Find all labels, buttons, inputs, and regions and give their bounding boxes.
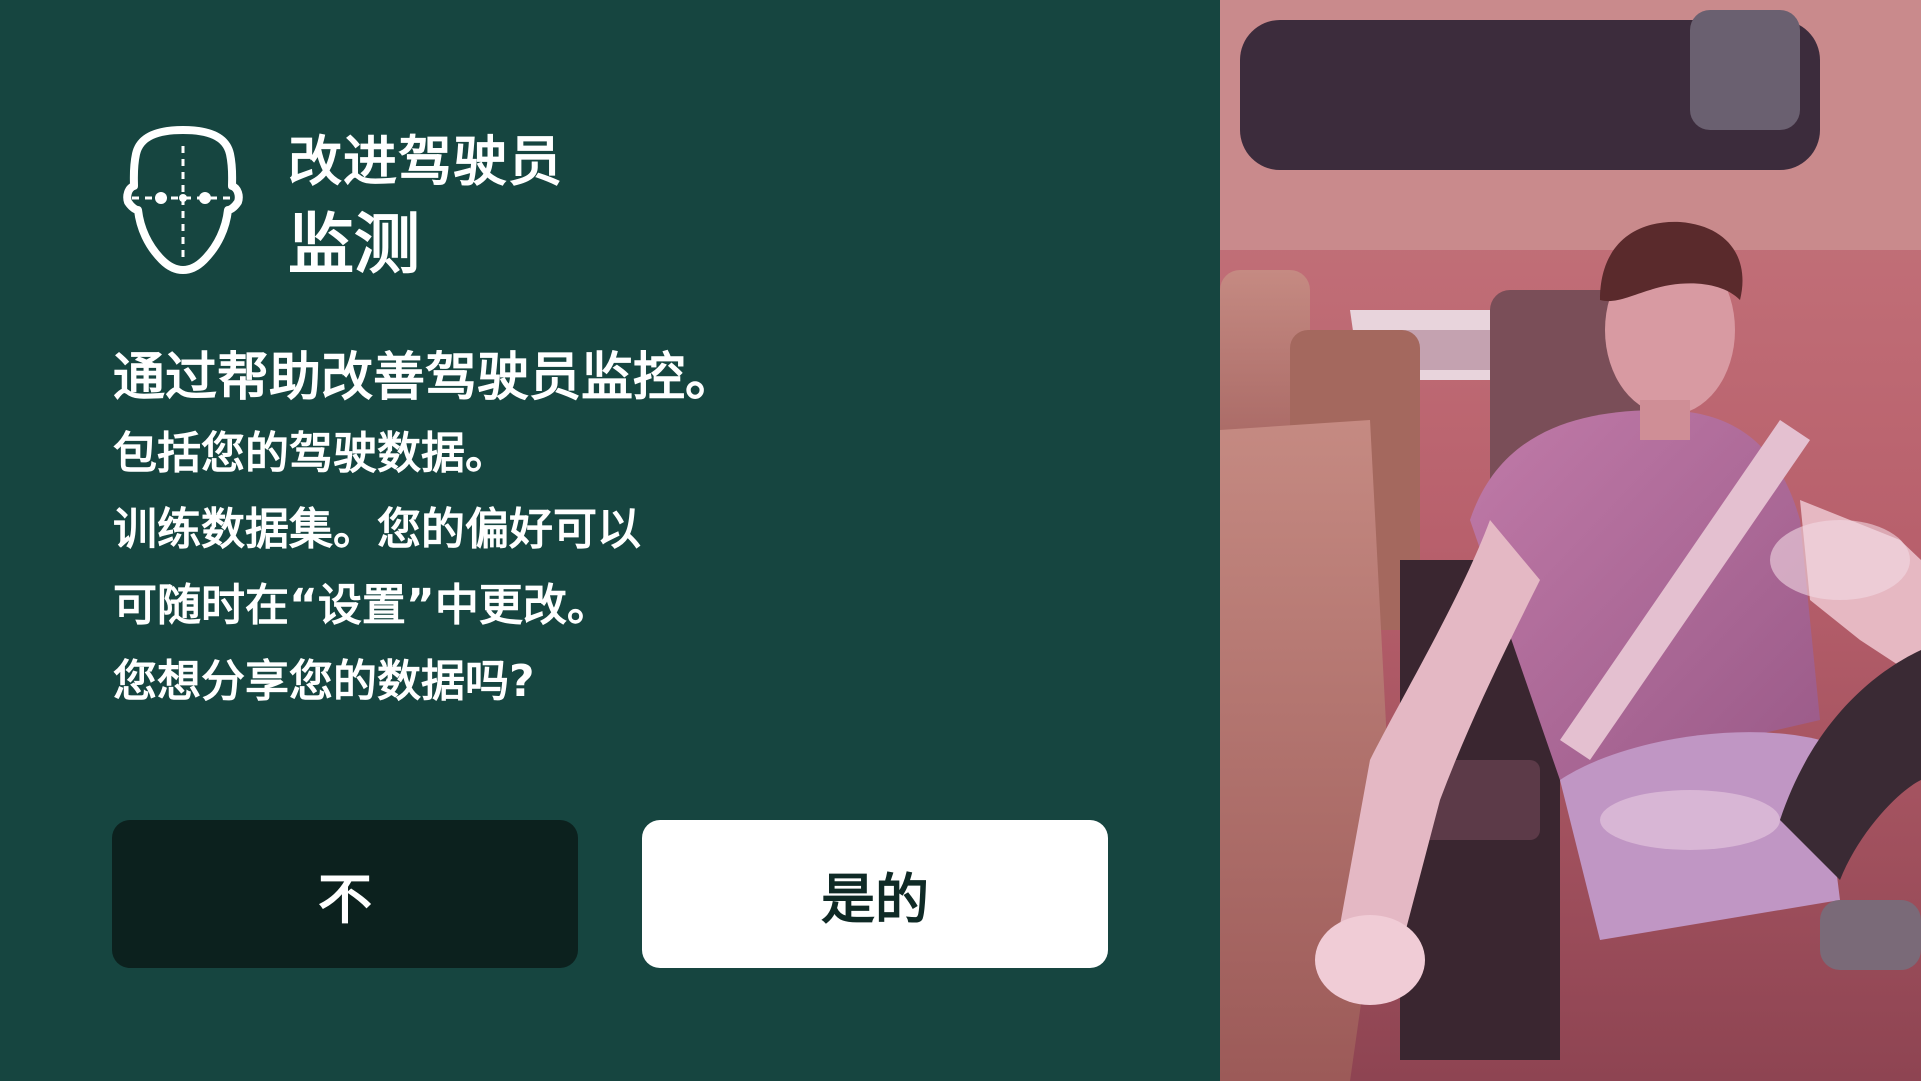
description-line: 可随时在“设置”中更改。 bbox=[113, 580, 611, 631]
camera-feed-illustration bbox=[1220, 0, 1921, 1081]
description-question: 您想分享您的数据吗? bbox=[113, 656, 535, 707]
title-line-2: 监测 bbox=[288, 205, 420, 283]
yes-button[interactable]: 是的 bbox=[642, 820, 1108, 968]
page-title: 改进驾驶员 监测 bbox=[288, 128, 563, 286]
driver-camera-preview bbox=[1220, 0, 1921, 1081]
title-line-1: 改进驾驶员 bbox=[288, 130, 563, 193]
description-lead: 通过帮助改善驾驶员监控。 bbox=[113, 348, 738, 408]
description-line: 包括您的驾驶数据。 bbox=[113, 428, 509, 479]
consent-panel: 改进驾驶员 监测 通过帮助改善驾驶员监控。 包括您的驾驶数据。 训练数据集。您的… bbox=[0, 0, 1220, 1081]
no-button[interactable]: 不 bbox=[112, 820, 578, 968]
face-scan-icon bbox=[118, 124, 248, 274]
consent-description: 通过帮助改善驾驶员监控。 包括您的驾驶数据。 训练数据集。您的偏好可以 可随时在… bbox=[113, 340, 1173, 720]
description-line: 训练数据集。您的偏好可以 bbox=[113, 504, 641, 555]
